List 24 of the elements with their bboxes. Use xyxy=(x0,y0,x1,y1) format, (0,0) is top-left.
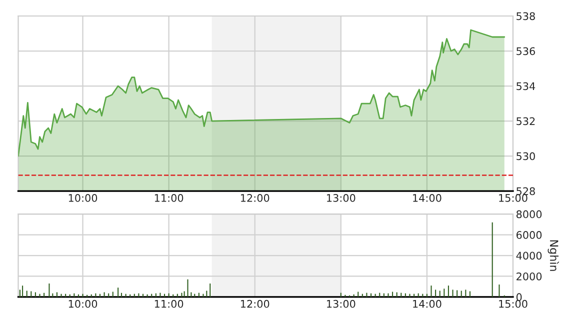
y-tick-label: 536 xyxy=(516,47,536,56)
x-tick-label: 12:00 xyxy=(241,194,270,202)
x-tick-label: 10:00 xyxy=(68,194,98,202)
x-tick-label: 14:00 xyxy=(413,194,442,202)
y-tick-label: 8000 xyxy=(516,210,542,218)
x-tick-label: 13:00 xyxy=(327,194,356,202)
x-tick-label: 10:00 xyxy=(68,300,98,308)
y-tick-label: 532 xyxy=(516,117,535,126)
y-tick-label: 538 xyxy=(516,12,535,20)
y-tick-label: 530 xyxy=(516,152,535,160)
x-tick-label: 12:00 xyxy=(241,300,270,308)
x-tick-label: 14:00 xyxy=(413,300,442,308)
y-tick-label: 4000 xyxy=(516,252,542,260)
y-tick-label: 0 xyxy=(516,293,522,302)
y-tick-label: 6000 xyxy=(516,231,542,239)
y-tick-label: 534 xyxy=(516,82,536,90)
x-tick-label: 11:00 xyxy=(154,194,184,202)
x-tick-label: 11:00 xyxy=(154,300,184,308)
y-tick-label: 2000 xyxy=(516,272,542,280)
y-axis-title: Nghìn xyxy=(548,240,559,271)
x-tick-label: 13:00 xyxy=(327,300,356,308)
x-tick-label: 15:00 xyxy=(499,194,528,202)
y-tick-label: 528 xyxy=(516,187,535,196)
x-tick-label: 15:00 xyxy=(499,300,528,308)
